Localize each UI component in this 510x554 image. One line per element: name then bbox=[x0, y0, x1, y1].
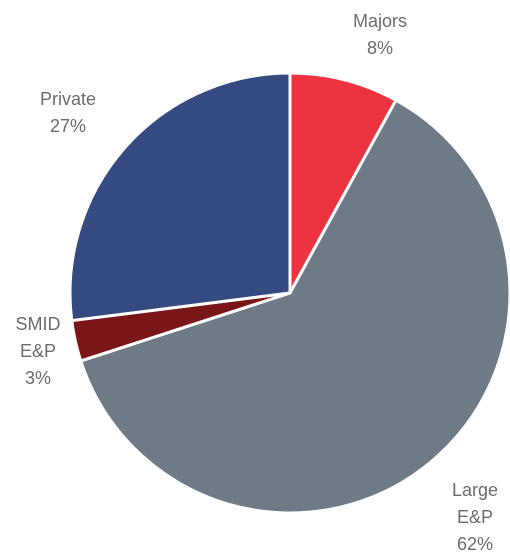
category-label: Large E&P bbox=[451, 480, 499, 527]
slice-label: SMID E&P 3% bbox=[10, 311, 66, 392]
value-label: 3% bbox=[24, 368, 51, 388]
value-label: 8% bbox=[366, 38, 393, 58]
category-label: Private bbox=[39, 89, 97, 109]
pie-slice bbox=[79, 98, 510, 515]
slice-label: Majors 8% bbox=[340, 8, 420, 62]
slice-label: Large E&P 62% bbox=[445, 477, 505, 554]
category-label: SMID E&P bbox=[15, 314, 61, 361]
pie-slice bbox=[288, 71, 398, 295]
value-label: 27% bbox=[49, 116, 87, 136]
pie-slice bbox=[68, 71, 292, 323]
value-label: 62% bbox=[456, 534, 494, 554]
category-label: Majors bbox=[352, 11, 407, 31]
slice-label: Private 27% bbox=[23, 86, 113, 140]
